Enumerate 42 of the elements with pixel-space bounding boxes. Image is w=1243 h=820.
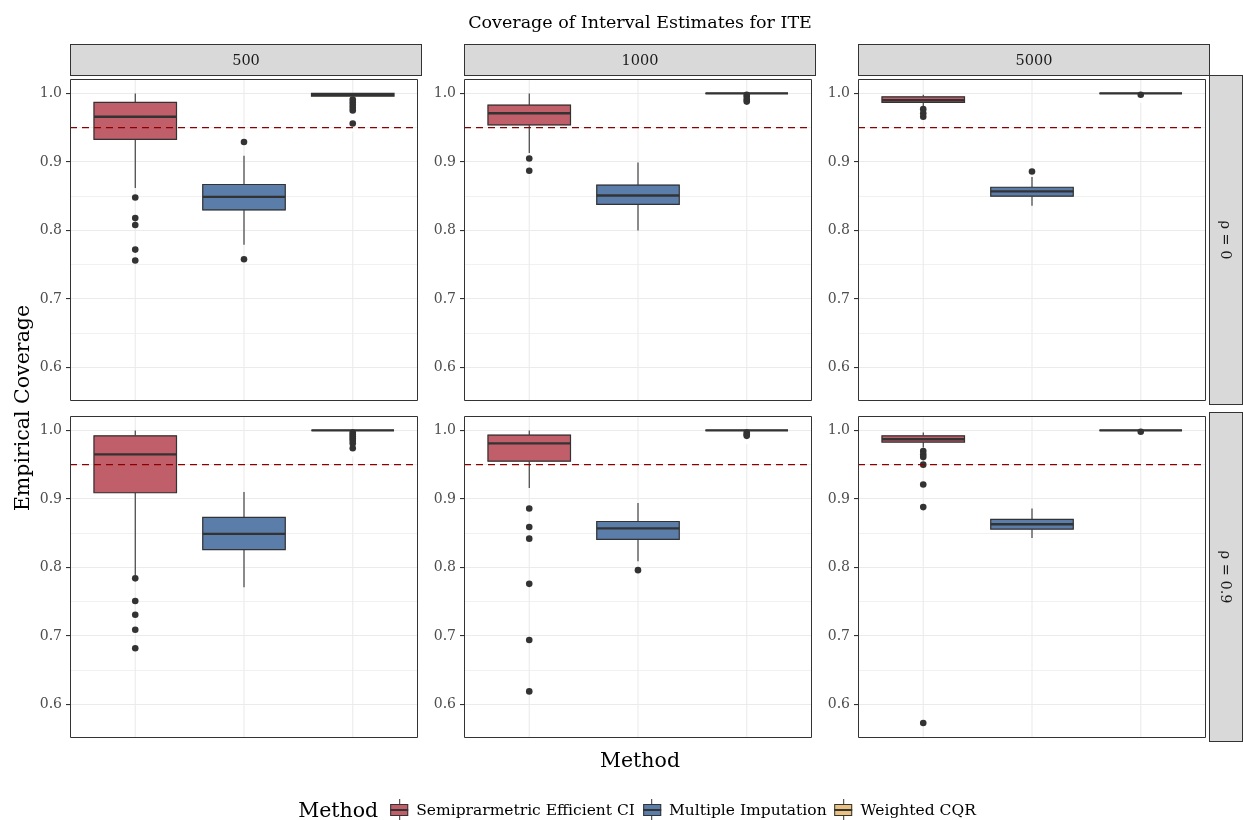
y-tick-label: 0.8 xyxy=(39,221,62,238)
y-tick-label: 0.9 xyxy=(39,489,62,506)
y-tick-label: 0.6 xyxy=(39,358,63,375)
chart-subtitle: 500 xyxy=(232,52,260,68)
y-tick-label: 0.8 xyxy=(827,221,850,238)
y-tick-label: 0.9 xyxy=(39,152,62,169)
y-tick-label: 1.0 xyxy=(39,84,62,101)
y-tick-label: 1.0 xyxy=(433,84,456,101)
y2-axis-title: ρ = 0 xyxy=(1218,220,1234,260)
legend-label: Semiprarmetric Efficient CI xyxy=(416,801,635,819)
y-tick-label: 0.9 xyxy=(433,489,456,506)
y-tick-label: 0.6 xyxy=(827,358,851,375)
y2-axis-title: ρ = 0.9 xyxy=(1218,550,1234,604)
y-tick-label: 0.7 xyxy=(39,626,62,643)
y-tick-label: 1.0 xyxy=(39,421,62,438)
legend-label: Multiple Imputation xyxy=(668,801,827,819)
chart-subtitle: 1000 xyxy=(621,52,659,68)
y-tick-label: 0.8 xyxy=(827,558,850,575)
y-tick-label: 1.0 xyxy=(827,421,850,438)
y-tick-label: 0.7 xyxy=(827,626,850,643)
legend-label: Weighted CQR xyxy=(860,801,976,819)
chart-subtitle: 5000 xyxy=(1015,52,1053,68)
y-tick-label: 0.9 xyxy=(433,152,456,169)
y-tick-label: 0.7 xyxy=(433,626,456,643)
y-tick-label: 0.6 xyxy=(433,358,457,375)
y-tick-label: 0.6 xyxy=(433,695,457,712)
y-tick-label: 0.8 xyxy=(39,558,62,575)
y-tick-label: 0.8 xyxy=(433,558,456,575)
x-axis-title: Method xyxy=(599,748,681,772)
y-tick-label: 0.6 xyxy=(827,695,851,712)
y-tick-label: 0.7 xyxy=(433,289,456,306)
y-tick-label: 0.7 xyxy=(827,289,850,306)
y-tick-label: 1.0 xyxy=(433,421,456,438)
y-tick-label: 0.9 xyxy=(827,152,850,169)
y-tick-label: 0.9 xyxy=(827,489,850,506)
chart-title: Coverage of Interval Estimates for ITE xyxy=(468,12,812,32)
y-tick-label: 0.6 xyxy=(39,695,63,712)
y-tick-label: 1.0 xyxy=(827,84,850,101)
legend-title: Method xyxy=(298,798,379,820)
y-tick-label: 0.8 xyxy=(433,221,456,238)
y-axis-title: Empirical Coverage xyxy=(10,304,34,512)
y-tick-label: 0.7 xyxy=(39,289,62,306)
